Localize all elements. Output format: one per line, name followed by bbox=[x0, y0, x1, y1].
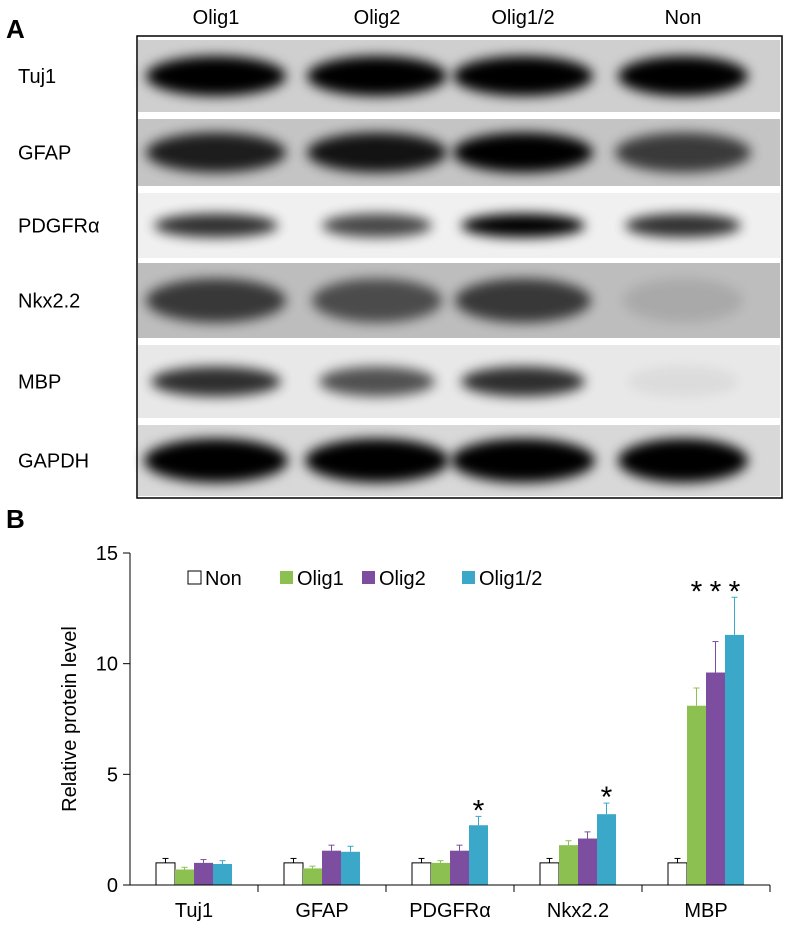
bar bbox=[597, 814, 616, 885]
y-tick-label: 15 bbox=[96, 543, 118, 565]
bar bbox=[706, 672, 725, 885]
annotation: * bbox=[601, 781, 613, 814]
row-label: Tuj1 bbox=[18, 66, 56, 88]
x-tick-label: Tuj1 bbox=[175, 900, 213, 922]
band bbox=[453, 56, 593, 96]
column-label: Olig1 bbox=[193, 7, 240, 29]
y-axis-label: Relative protein level bbox=[59, 626, 81, 812]
column-label: Non bbox=[665, 7, 702, 29]
bar bbox=[155, 862, 176, 886]
bar bbox=[539, 862, 560, 886]
band bbox=[618, 56, 748, 96]
band bbox=[623, 278, 743, 323]
bar bbox=[687, 705, 706, 885]
legend-swatch bbox=[362, 571, 375, 584]
x-tick-label: PDGFRα bbox=[409, 900, 491, 922]
band bbox=[461, 366, 585, 397]
panel-label: B bbox=[6, 504, 25, 534]
band bbox=[146, 132, 286, 173]
y-tick-label: 10 bbox=[96, 654, 118, 676]
band bbox=[319, 366, 435, 397]
row-label: MBP bbox=[18, 372, 61, 394]
band bbox=[307, 56, 447, 96]
band bbox=[455, 278, 591, 323]
x-tick-label: MBP bbox=[684, 900, 727, 922]
bar bbox=[725, 634, 744, 885]
bar bbox=[213, 863, 232, 885]
bar bbox=[194, 862, 213, 885]
bar bbox=[175, 869, 194, 885]
band bbox=[146, 56, 286, 96]
y-tick-label: 5 bbox=[107, 764, 118, 786]
band bbox=[305, 438, 449, 483]
annotation: * bbox=[473, 794, 485, 827]
row-label: Nkx2.2 bbox=[18, 291, 80, 313]
band bbox=[628, 366, 738, 397]
band bbox=[144, 438, 288, 483]
bar bbox=[431, 862, 450, 885]
band bbox=[154, 213, 278, 238]
bar bbox=[341, 851, 360, 885]
band bbox=[461, 213, 585, 238]
blot-frame bbox=[136, 35, 783, 499]
y-tick-label: 0 bbox=[107, 875, 118, 897]
bar bbox=[578, 838, 597, 885]
row-label: GFAP bbox=[18, 143, 71, 165]
band bbox=[146, 278, 286, 323]
legend-swatch bbox=[462, 571, 475, 584]
band bbox=[615, 132, 751, 173]
bar bbox=[322, 850, 341, 885]
bar bbox=[450, 850, 469, 885]
band bbox=[625, 213, 741, 238]
row-label: GAPDH bbox=[18, 451, 89, 473]
legend-swatch bbox=[187, 570, 202, 585]
legend-label: Olig2 bbox=[379, 568, 426, 590]
legend-label: Olig1 bbox=[297, 568, 344, 590]
column-label: Olig2 bbox=[354, 7, 401, 29]
band bbox=[451, 438, 595, 483]
band bbox=[151, 366, 281, 397]
annotation: * bbox=[691, 575, 703, 608]
bar bbox=[283, 862, 304, 886]
legend-label: Non bbox=[205, 568, 242, 590]
bar bbox=[667, 862, 688, 886]
bar bbox=[559, 845, 578, 885]
annotation: * bbox=[710, 575, 722, 608]
column-label: Olig1/2 bbox=[491, 7, 554, 29]
x-tick-label: Nkx2.2 bbox=[547, 900, 609, 922]
x-tick-label: GFAP bbox=[295, 900, 348, 922]
bar bbox=[411, 862, 432, 886]
band bbox=[312, 278, 442, 323]
band bbox=[307, 132, 447, 173]
western-blot: Tuj1 GFAP PDGFRα Nkx2.2 MBP GAPDH bbox=[18, 40, 780, 496]
bar bbox=[303, 868, 322, 885]
band bbox=[618, 438, 748, 483]
legend-swatch bbox=[280, 571, 293, 584]
bar-chart: 0 5 10 15 Relative protein level Tuj1 GFAP PDGF… bbox=[59, 543, 771, 922]
annotation: * bbox=[729, 575, 741, 608]
band bbox=[453, 132, 593, 173]
bar bbox=[469, 825, 488, 885]
panel-label: A bbox=[6, 14, 25, 44]
legend-label: Olig1/2 bbox=[479, 568, 542, 590]
row-label: PDGFRα bbox=[18, 216, 100, 238]
band bbox=[322, 213, 432, 238]
